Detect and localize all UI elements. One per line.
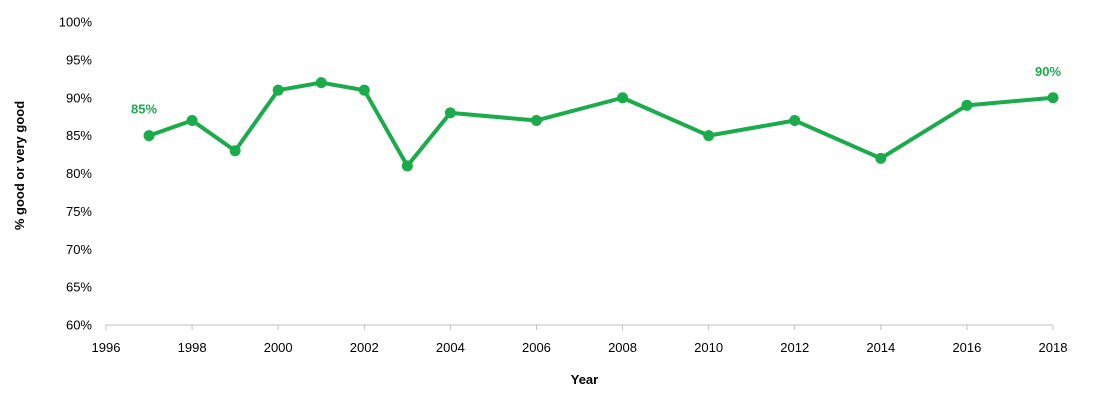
x-axis-tick-labels: 1996 1998 2000 2002 2004 2006 2008 2010 2012 2014… bbox=[92, 340, 1068, 355]
x-tick-label: 2012 bbox=[780, 340, 809, 355]
x-tick-label: 2006 bbox=[522, 340, 551, 355]
y-tick-label: 100% bbox=[59, 15, 93, 30]
series-line bbox=[147, 80, 1055, 168]
x-tick-label: 2002 bbox=[350, 340, 379, 355]
x-tick-label: 2014 bbox=[866, 340, 895, 355]
y-tick-label: 65% bbox=[66, 280, 92, 295]
annotation-group: 85% 90% bbox=[131, 64, 1061, 117]
y-tick-label: 75% bbox=[66, 204, 92, 219]
x-tick-label: 2010 bbox=[694, 340, 723, 355]
x-tick-label: 2004 bbox=[436, 340, 465, 355]
data-point-marker bbox=[229, 145, 241, 157]
data-point-marker bbox=[143, 130, 155, 142]
y-tick-label: 80% bbox=[66, 166, 92, 181]
x-tick-label: 1996 bbox=[92, 340, 121, 355]
x-tick-label: 2016 bbox=[952, 340, 981, 355]
data-point-marker bbox=[617, 92, 629, 104]
data-point-marker bbox=[401, 160, 413, 172]
data-point-marker bbox=[875, 152, 887, 164]
data-label: 85% bbox=[131, 102, 157, 117]
y-axis-title: % good or very good bbox=[12, 101, 27, 230]
y-axis-tick-labels: 60% 65% 70% 75% 80% 85% 90% 95% 100% bbox=[59, 15, 93, 333]
x-axis-title: Year bbox=[571, 372, 598, 387]
series-group bbox=[143, 77, 1059, 172]
data-point-marker bbox=[272, 84, 284, 96]
x-axis-ticks bbox=[105, 325, 1054, 330]
data-point-marker bbox=[530, 114, 542, 126]
y-tick-label: 60% bbox=[66, 318, 92, 333]
y-tick-label: 70% bbox=[66, 242, 92, 257]
data-point-marker bbox=[961, 99, 973, 111]
y-tick-label: 85% bbox=[66, 128, 92, 143]
x-tick-label: 2008 bbox=[608, 340, 637, 355]
data-label: 90% bbox=[1035, 64, 1061, 79]
data-point-marker bbox=[1047, 92, 1059, 104]
x-tick-label: 2018 bbox=[1039, 340, 1068, 355]
data-point-marker bbox=[315, 77, 327, 89]
data-point-marker bbox=[703, 130, 715, 142]
data-point-marker bbox=[789, 114, 801, 126]
data-point-marker bbox=[358, 84, 370, 96]
y-tick-label: 90% bbox=[66, 90, 92, 105]
data-point-marker bbox=[186, 114, 198, 126]
data-point-marker bbox=[444, 107, 456, 119]
y-tick-label: 95% bbox=[66, 52, 92, 67]
x-tick-label: 1998 bbox=[178, 340, 207, 355]
x-tick-label: 2000 bbox=[264, 340, 293, 355]
